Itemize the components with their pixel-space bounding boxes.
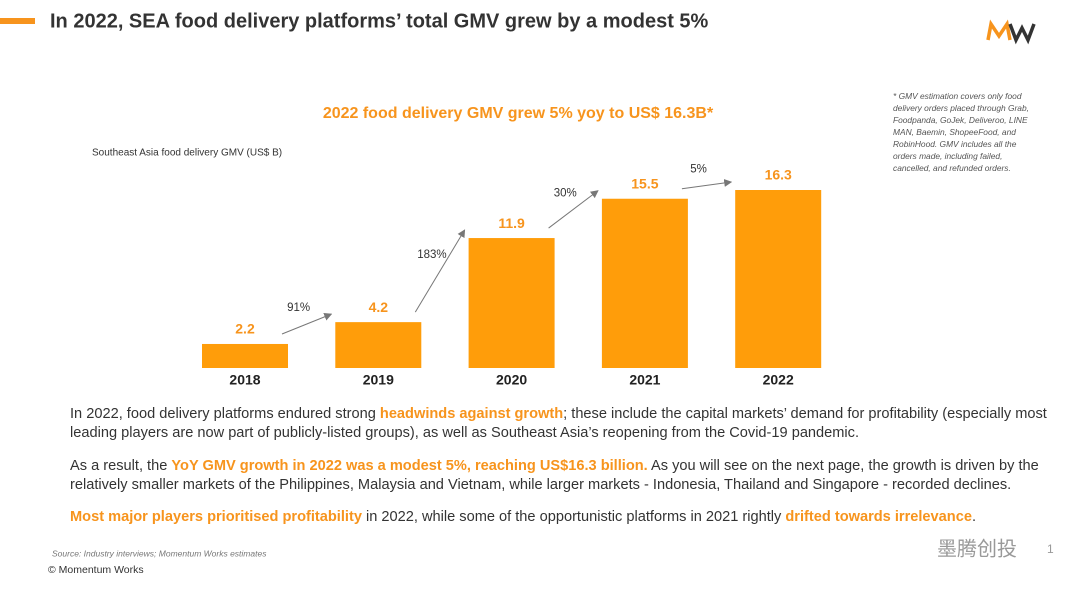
x-tick-label: 2020 [496, 372, 527, 388]
growth-arrow [281, 313, 333, 335]
text-run: As you will see on the next page, the gr… [70, 458, 1039, 493]
highlight: drifted towards irrelevance [785, 509, 972, 525]
chart-title: 2022 food delivery GMV grew 5% yoy to US… [323, 105, 714, 122]
highlight: YoY GMV growth in 2022 was a modest 5%, … [171, 458, 648, 474]
highlight: headwinds against growth [379, 406, 564, 422]
value-label: 16.3 [765, 167, 792, 183]
paragraph: As a result, the YoY GMV growth in 2022 … [70, 457, 1060, 495]
x-tick-label: 2022 [763, 372, 794, 388]
value-label: 4.2 [369, 299, 389, 315]
value-label: 15.5 [631, 175, 658, 191]
highlight: Most major players prioritised profitabi… [70, 509, 362, 525]
bar [468, 238, 555, 368]
copyright: © Momentum Works [48, 564, 144, 576]
watermark: 墨腾创投 [937, 537, 1017, 560]
text-run: In 2022, food delivery platforms endured… [70, 406, 380, 422]
value-label: 2.2 [235, 321, 255, 337]
source: Source: Industry interviews; Momentum Wo… [52, 548, 267, 558]
text-run: As a result, the [70, 458, 172, 474]
growth-arrow [414, 229, 466, 313]
paragraph: In 2022, food delivery platforms endured… [70, 405, 1060, 443]
paragraph: Most major players prioritised profitabi… [70, 508, 1060, 527]
page-number: 1 [1047, 542, 1054, 556]
text-run: in 2022, while some of the opportunistic… [361, 509, 786, 525]
text-run: . [971, 509, 976, 525]
bar [202, 343, 288, 368]
growth-label: 91% [287, 302, 310, 314]
growth-label: 5% [690, 163, 707, 175]
growth-arrow [548, 190, 599, 229]
footnote: * GMV estimation covers only food delive… [893, 91, 1029, 173]
value-label: 11.9 [498, 215, 525, 231]
chart-subtitle: Southeast Asia food delivery GMV (US$ B) [92, 148, 282, 159]
page-title: In 2022, SEA food delivery platforms’ to… [50, 10, 709, 32]
header-accent [0, 18, 35, 24]
growth-label: 183% [417, 249, 446, 261]
bar [601, 198, 688, 368]
x-tick-label: 2018 [229, 372, 260, 388]
growth-arrow [681, 178, 733, 190]
bar [735, 190, 822, 368]
x-tick-label: 2021 [629, 372, 660, 388]
text-run: ; these include the capital markets’ dem… [70, 406, 1047, 441]
growth-label: 30% [554, 187, 577, 199]
bar [335, 322, 422, 368]
x-tick-label: 2019 [363, 372, 394, 388]
logo [986, 19, 1036, 45]
